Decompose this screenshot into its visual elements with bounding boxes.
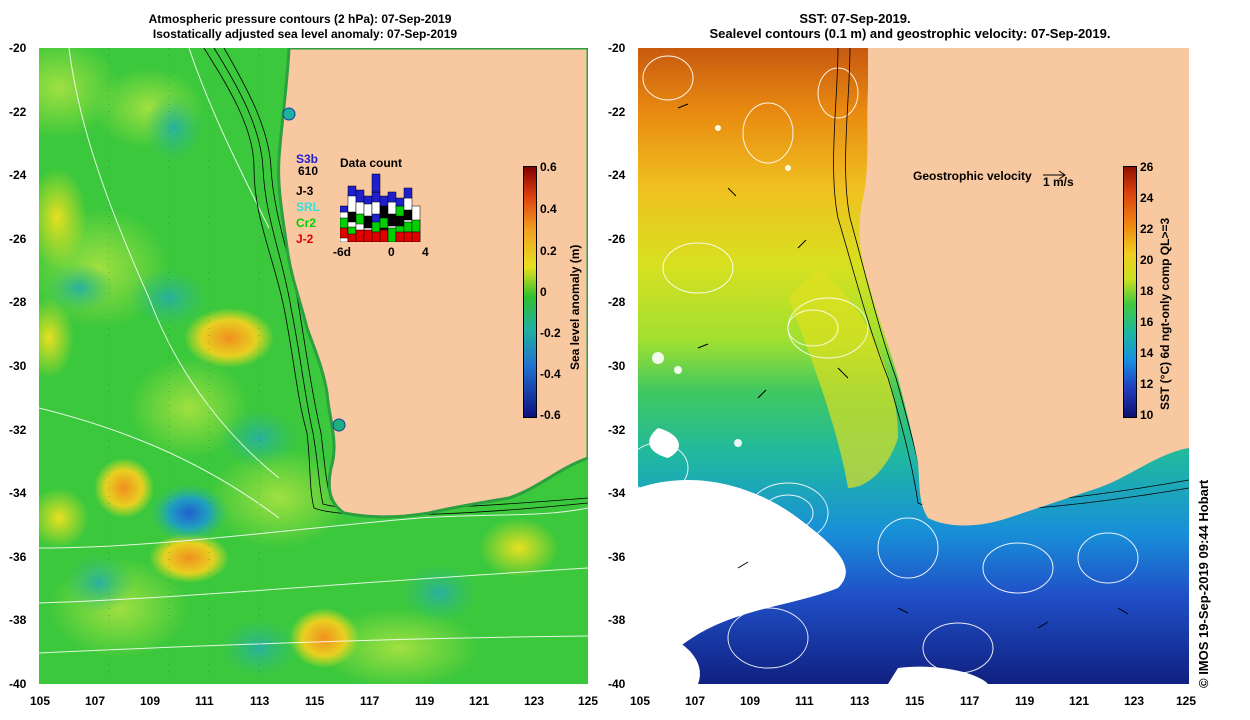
sst-cb-tick: 26 — [1140, 160, 1154, 174]
sst-cb-tick: 18 — [1140, 284, 1154, 298]
left-title-line1: Atmospheric pressure contours (2 hPa): 0… — [148, 12, 452, 26]
right-x-tick: 109 — [740, 694, 761, 708]
australia-land-sst — [859, 48, 1189, 526]
right-y-tick: -30 — [608, 359, 626, 373]
legend-mission-srl: SRL — [296, 200, 320, 214]
legend-tick-4: 4 — [422, 245, 429, 259]
right-y-tick: -38 — [608, 613, 626, 627]
left-y-tick: -38 — [9, 613, 27, 627]
sla-cb-tick: -0.6 — [540, 408, 561, 422]
left-x-tick: 109 — [140, 694, 161, 708]
right-x-tick: 117 — [960, 694, 980, 708]
left-x-tick: 115 — [305, 694, 325, 708]
right-y-tick: -28 — [608, 295, 626, 309]
right-x-tick: 123 — [1124, 694, 1145, 708]
right-y-tick: -34 — [608, 486, 626, 500]
sst-cb-tick: 22 — [1140, 222, 1154, 236]
right-x-tick: 121 — [1069, 694, 1090, 708]
imos-credit: © IMOS 19-Sep-2019 09:44 Hobart — [1196, 479, 1211, 688]
left-y-tick: -26 — [9, 232, 27, 246]
sla-colorbar-label: Sea level anomaly (m) — [568, 244, 582, 370]
sla-cb-tick: 0.2 — [540, 244, 557, 258]
left-x-tick: 119 — [415, 694, 435, 708]
data-count-bars — [340, 172, 426, 242]
sst-cb-tick: 10 — [1140, 408, 1154, 422]
velocity-arrow-icon — [1043, 170, 1067, 180]
right-title-line1: SST: 07-Sep-2019. — [799, 11, 911, 26]
right-x-tick: 119 — [1015, 694, 1035, 708]
legend-tick-0: 0 — [388, 245, 395, 259]
left-y-tick: -24 — [9, 168, 27, 182]
left-x-tick: 107 — [85, 694, 106, 708]
left-x-tick: 111 — [195, 694, 214, 708]
left-x-tick: 123 — [524, 694, 545, 708]
left-title-line2: Isostatically adjusted sea level anomaly… — [152, 27, 458, 41]
left-x-tick: 125 — [578, 694, 599, 708]
right-y-tick: -24 — [608, 168, 626, 182]
right-x-tick: 113 — [850, 694, 870, 708]
right-y-tick: -40 — [608, 677, 626, 691]
legend-mission-j2: J-2 — [296, 232, 314, 246]
sla-cb-tick: 0.6 — [540, 160, 557, 174]
sst-cb-tick: 16 — [1140, 315, 1154, 329]
sst-map — [638, 48, 1189, 684]
sla-cb-tick: -0.4 — [540, 367, 561, 381]
left-y-tick: -36 — [9, 550, 27, 564]
left-y-tick: -28 — [9, 295, 27, 309]
right-y-tick: -26 — [608, 232, 626, 246]
right-x-tick: 115 — [905, 694, 925, 708]
left-x-tick: 113 — [250, 694, 270, 708]
sst-cb-tick: 12 — [1140, 377, 1154, 391]
right-title-line2: Sealevel contours (0.1 m) and geostrophi… — [709, 26, 1111, 41]
left-x-tick: 117 — [360, 694, 380, 708]
sla-cb-tick: -0.2 — [540, 326, 561, 340]
australia-land — [277, 48, 588, 519]
legend-tick-minus6d: -6d — [333, 245, 351, 259]
left-x-tick: 105 — [30, 694, 51, 708]
right-x-tick: 107 — [685, 694, 706, 708]
right-x-tick: 105 — [630, 694, 651, 708]
sea-level-anomaly-map — [39, 48, 588, 684]
right-y-tick: -22 — [608, 105, 626, 119]
sla-cb-tick: 0.4 — [540, 202, 557, 216]
geostrophic-velocity-label: Geostrophic velocity — [913, 169, 1032, 183]
sla-cb-tick: 0 — [540, 285, 547, 299]
velocity-scale-label: 1 m/s — [1043, 175, 1074, 189]
legend-mission-cr2: Cr2 — [296, 216, 317, 230]
sst-cb-tick: 24 — [1140, 191, 1154, 205]
right-y-tick: -20 — [608, 41, 626, 55]
left-y-tick: -40 — [9, 677, 27, 691]
right-y-tick: -32 — [608, 423, 626, 437]
right-y-tick: -36 — [608, 550, 626, 564]
legend-mission-610: 610 — [298, 164, 319, 178]
legend-mission-s3b: S3b — [296, 152, 319, 166]
left-x-tick: 121 — [469, 694, 490, 708]
sst-colorbar — [1123, 166, 1137, 418]
left-y-tick: -20 — [9, 41, 27, 55]
left-y-tick: -30 — [9, 359, 27, 373]
data-count-title: Data count — [340, 156, 403, 170]
left-y-tick: -22 — [9, 105, 27, 119]
sst-cb-tick: 20 — [1140, 253, 1154, 267]
right-x-tick: 125 — [1176, 694, 1197, 708]
sst-cb-tick: 14 — [1140, 346, 1154, 360]
legend-mission-j3: J-3 — [296, 184, 314, 198]
sla-colorbar — [523, 166, 537, 418]
left-y-tick: -32 — [9, 423, 27, 437]
right-x-tick: 111 — [795, 694, 814, 708]
sst-colorbar-label: SST (°C) 6d ngt-only comp QL>=3 — [1158, 217, 1172, 410]
left-y-tick: -34 — [9, 486, 27, 500]
